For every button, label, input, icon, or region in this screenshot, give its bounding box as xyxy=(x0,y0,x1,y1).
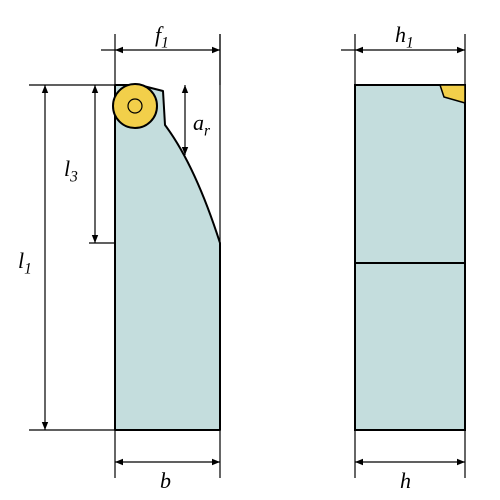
label-h1: h1 xyxy=(395,22,414,52)
label-h: h xyxy=(400,468,411,494)
label-ar: ar xyxy=(193,110,210,140)
label-b: b xyxy=(160,468,171,494)
label-l3: l3 xyxy=(64,156,78,186)
technical-drawing xyxy=(0,0,500,500)
label-f1: f1 xyxy=(155,22,169,52)
label-l1: l1 xyxy=(18,248,32,278)
